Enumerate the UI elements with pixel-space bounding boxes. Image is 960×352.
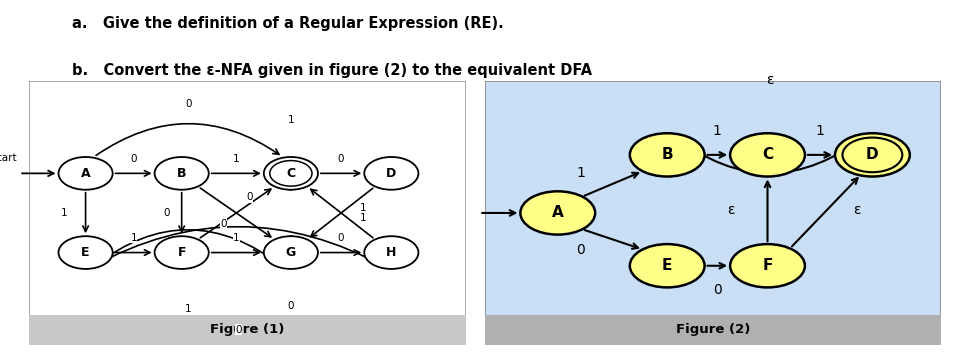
Text: B: B bbox=[661, 147, 673, 162]
Text: 0: 0 bbox=[338, 154, 345, 164]
Text: H: H bbox=[386, 246, 396, 259]
Text: D: D bbox=[866, 147, 878, 162]
Text: 1: 1 bbox=[233, 233, 240, 243]
Circle shape bbox=[364, 157, 419, 190]
Text: F: F bbox=[178, 246, 186, 259]
Text: 0: 0 bbox=[338, 233, 345, 243]
Text: C: C bbox=[762, 147, 773, 162]
Circle shape bbox=[520, 191, 595, 234]
Circle shape bbox=[155, 236, 208, 269]
Circle shape bbox=[264, 236, 318, 269]
Text: 1: 1 bbox=[233, 154, 240, 164]
Text: ε: ε bbox=[728, 203, 734, 217]
Text: A: A bbox=[552, 206, 564, 220]
Text: 1: 1 bbox=[360, 203, 367, 213]
Text: 1: 1 bbox=[713, 124, 722, 138]
Circle shape bbox=[59, 236, 112, 269]
Circle shape bbox=[59, 157, 112, 190]
Circle shape bbox=[630, 133, 705, 177]
Text: 1: 1 bbox=[60, 208, 67, 218]
Circle shape bbox=[835, 133, 910, 177]
Text: C: C bbox=[286, 167, 296, 180]
Text: 1: 1 bbox=[816, 124, 825, 138]
Circle shape bbox=[364, 236, 419, 269]
Text: 0: 0 bbox=[246, 192, 252, 202]
Text: b.   Convert the ε-NFA given in figure (2) to the equivalent DFA: b. Convert the ε-NFA given in figure (2)… bbox=[72, 63, 592, 78]
Text: D: D bbox=[386, 167, 396, 180]
Text: 0: 0 bbox=[235, 325, 242, 335]
Text: a.   Give the definition of a Regular Expression (RE).: a. Give the definition of a Regular Expr… bbox=[72, 16, 504, 31]
Text: E: E bbox=[82, 246, 90, 259]
Text: 0: 0 bbox=[288, 301, 294, 311]
Text: Start: Start bbox=[0, 153, 17, 163]
Circle shape bbox=[630, 244, 705, 287]
Text: 1: 1 bbox=[576, 166, 585, 180]
Text: B: B bbox=[177, 167, 186, 180]
Text: ε: ε bbox=[852, 203, 860, 217]
Bar bbox=[29, 315, 466, 345]
Text: A: A bbox=[81, 167, 90, 180]
Text: 1: 1 bbox=[185, 303, 192, 314]
Text: 0: 0 bbox=[576, 243, 585, 257]
Text: 0: 0 bbox=[163, 208, 170, 218]
Text: G: G bbox=[286, 246, 296, 259]
Circle shape bbox=[731, 133, 804, 177]
Text: 0: 0 bbox=[220, 219, 227, 228]
Text: 1: 1 bbox=[288, 115, 294, 125]
Text: 1: 1 bbox=[360, 213, 367, 223]
Text: 0: 0 bbox=[185, 99, 191, 109]
Text: 0: 0 bbox=[131, 154, 137, 164]
Text: 1: 1 bbox=[131, 233, 137, 243]
Circle shape bbox=[731, 244, 804, 287]
Circle shape bbox=[155, 157, 208, 190]
Bar bbox=[485, 315, 941, 345]
Text: 0: 0 bbox=[713, 283, 722, 296]
Text: Figure (1): Figure (1) bbox=[210, 323, 284, 337]
Circle shape bbox=[264, 157, 318, 190]
Text: Figure (2): Figure (2) bbox=[676, 323, 750, 337]
Text: E: E bbox=[662, 258, 672, 273]
Text: ε: ε bbox=[766, 74, 774, 87]
Text: F: F bbox=[762, 258, 773, 273]
